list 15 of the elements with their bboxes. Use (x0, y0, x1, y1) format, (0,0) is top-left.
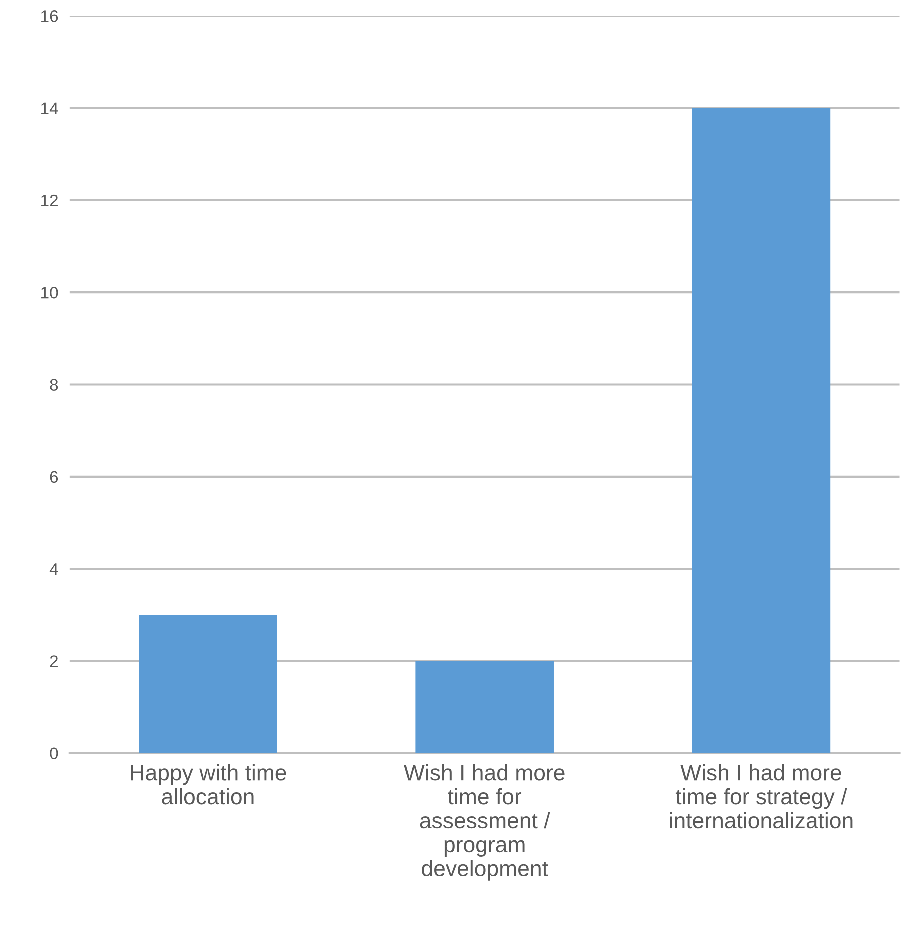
y-tick-label: 2 (50, 656, 58, 668)
y-tick-label: 14 (42, 102, 58, 114)
y-tick-label: 0 (50, 748, 58, 760)
x-tick-label: Wish I had more time for assessment / program development (404, 764, 565, 881)
y-tick-label: 10 (42, 287, 58, 299)
bar (416, 661, 554, 754)
bar (692, 108, 831, 754)
x-tick-label: Happy with time allocation (131, 764, 286, 805)
y-tick-label: 16 (42, 10, 58, 22)
y-tick-label: 6 (50, 471, 58, 484)
bar (139, 615, 278, 754)
y-tick-label: 4 (50, 564, 58, 576)
x-tick-label: Wish I had more time for strategy / internationalization (670, 764, 853, 829)
y-tick-label: 8 (50, 379, 58, 391)
y-tick-label: 12 (42, 194, 58, 206)
